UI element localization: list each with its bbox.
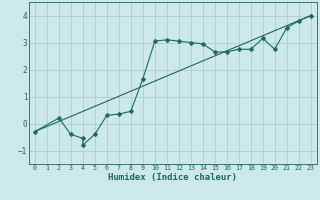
X-axis label: Humidex (Indice chaleur): Humidex (Indice chaleur)	[108, 173, 237, 182]
